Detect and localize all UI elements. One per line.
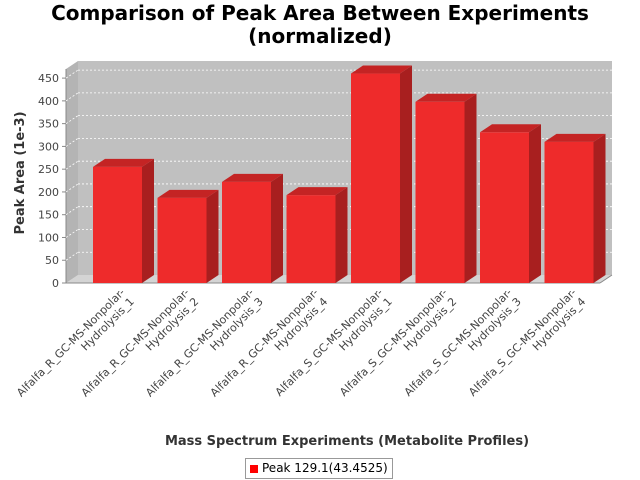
bar-front xyxy=(222,181,271,283)
y-tick-label: 400 xyxy=(38,95,59,108)
y-tick-label: 150 xyxy=(38,209,59,222)
gridline-depth xyxy=(65,251,79,261)
bar-top xyxy=(544,133,606,142)
y-tick-label: 450 xyxy=(38,72,59,85)
y-tick-label: 300 xyxy=(38,140,59,153)
chart-title: Comparison of Peak Area Between Experime… xyxy=(0,2,640,48)
bar-top xyxy=(157,189,219,198)
x-tick-label: Alfalfa_S_GC-MS-Nonpolar-Hydrolysis_3 xyxy=(402,286,524,408)
y-axis: 0 50 100 150 200 250 300 350 400 450 xyxy=(38,72,66,290)
x-axis-depth-line xyxy=(599,274,613,284)
bar-front xyxy=(415,101,465,283)
y-tick-label: 350 xyxy=(38,118,59,131)
bar xyxy=(157,189,219,283)
bar-side xyxy=(271,173,283,283)
y-axis-label: Peak Area (1e-3) xyxy=(13,111,28,234)
bar-top xyxy=(415,93,477,102)
x-tick-label: Alfalfa_R_GC-MS-Nonpolar-Hydrolysis_4 xyxy=(208,286,331,409)
bar xyxy=(286,187,348,283)
bar xyxy=(544,133,606,283)
y-tick-label: 50 xyxy=(45,254,59,267)
bar xyxy=(415,93,477,283)
bar-side xyxy=(464,93,477,283)
bar-front xyxy=(286,195,336,283)
x-tick-label: Alfalfa_S_GC-MS-Nonpolar-Hydrolysis_1 xyxy=(273,286,395,408)
bar xyxy=(222,173,283,283)
bar-front xyxy=(480,132,529,283)
x-tick-label: Alfalfa_R_GC-MS-Nonpolar-Hydrolysis_3 xyxy=(143,286,266,409)
chart-title-main: Comparison of Peak Area Between Experime… xyxy=(51,1,589,25)
bar-top xyxy=(480,124,541,133)
bar-front xyxy=(351,73,400,283)
bar-top xyxy=(93,158,154,167)
x-tick-label: Alfalfa_R_GC-MS-Nonpolar-Hydrolysis_2 xyxy=(79,286,202,409)
x-tick-label: Alfalfa_R_GC-MS-Nonpolar-Hydrolysis_1 xyxy=(14,286,137,409)
x-tick-label: Alfalfa_S_GC-MS-Nonpolar-Hydrolysis_4 xyxy=(466,286,588,408)
gridline-depth xyxy=(65,206,79,216)
bars xyxy=(93,65,606,283)
gridline-depth xyxy=(65,138,79,147)
y-tick-label: 0 xyxy=(52,277,59,290)
bar-front xyxy=(157,197,207,283)
bar-side xyxy=(206,189,219,283)
bar-top xyxy=(286,187,348,196)
bar-front xyxy=(93,166,142,283)
x-tick-label: Alfalfa_S_GC-MS-Nonpolar-Hydrolysis_2 xyxy=(337,286,459,408)
y-tick-label: 250 xyxy=(38,163,59,176)
x-tick-labels: Alfalfa_R_GC-MS-Nonpolar-Hydrolysis_1Alf… xyxy=(14,286,588,409)
y-tick-label: 200 xyxy=(38,186,59,199)
legend-label: Peak 129.1(43.4525) xyxy=(262,461,388,475)
x-axis-label: Mass Spectrum Experiments (Metabolite Pr… xyxy=(165,434,529,449)
bar-side xyxy=(593,133,606,283)
bar xyxy=(480,124,541,283)
gridline-depth xyxy=(65,183,79,193)
bar-side xyxy=(142,158,154,283)
gridline-depth xyxy=(65,160,79,170)
bar-top xyxy=(222,173,283,182)
bar-side xyxy=(335,187,348,283)
x-tick-label-line: Alfalfa_R_GC-MS-Nonpolar- xyxy=(14,286,127,399)
gridline-depth xyxy=(65,92,79,102)
y-tick-label: 100 xyxy=(38,231,59,244)
bar-side xyxy=(400,65,412,283)
plot-left-wall xyxy=(66,61,78,283)
gridline-depth xyxy=(65,115,79,124)
legend: Peak 129.1(43.4525) xyxy=(245,458,393,479)
gridline-depth xyxy=(65,229,79,238)
bar-side xyxy=(529,124,541,283)
bar-top xyxy=(351,65,412,74)
gridline-depth xyxy=(65,69,79,79)
bar-front xyxy=(544,141,594,283)
bar xyxy=(351,65,412,283)
chart-subtitle: (normalized) xyxy=(248,24,392,48)
bar xyxy=(93,158,154,283)
legend-swatch xyxy=(250,464,258,473)
